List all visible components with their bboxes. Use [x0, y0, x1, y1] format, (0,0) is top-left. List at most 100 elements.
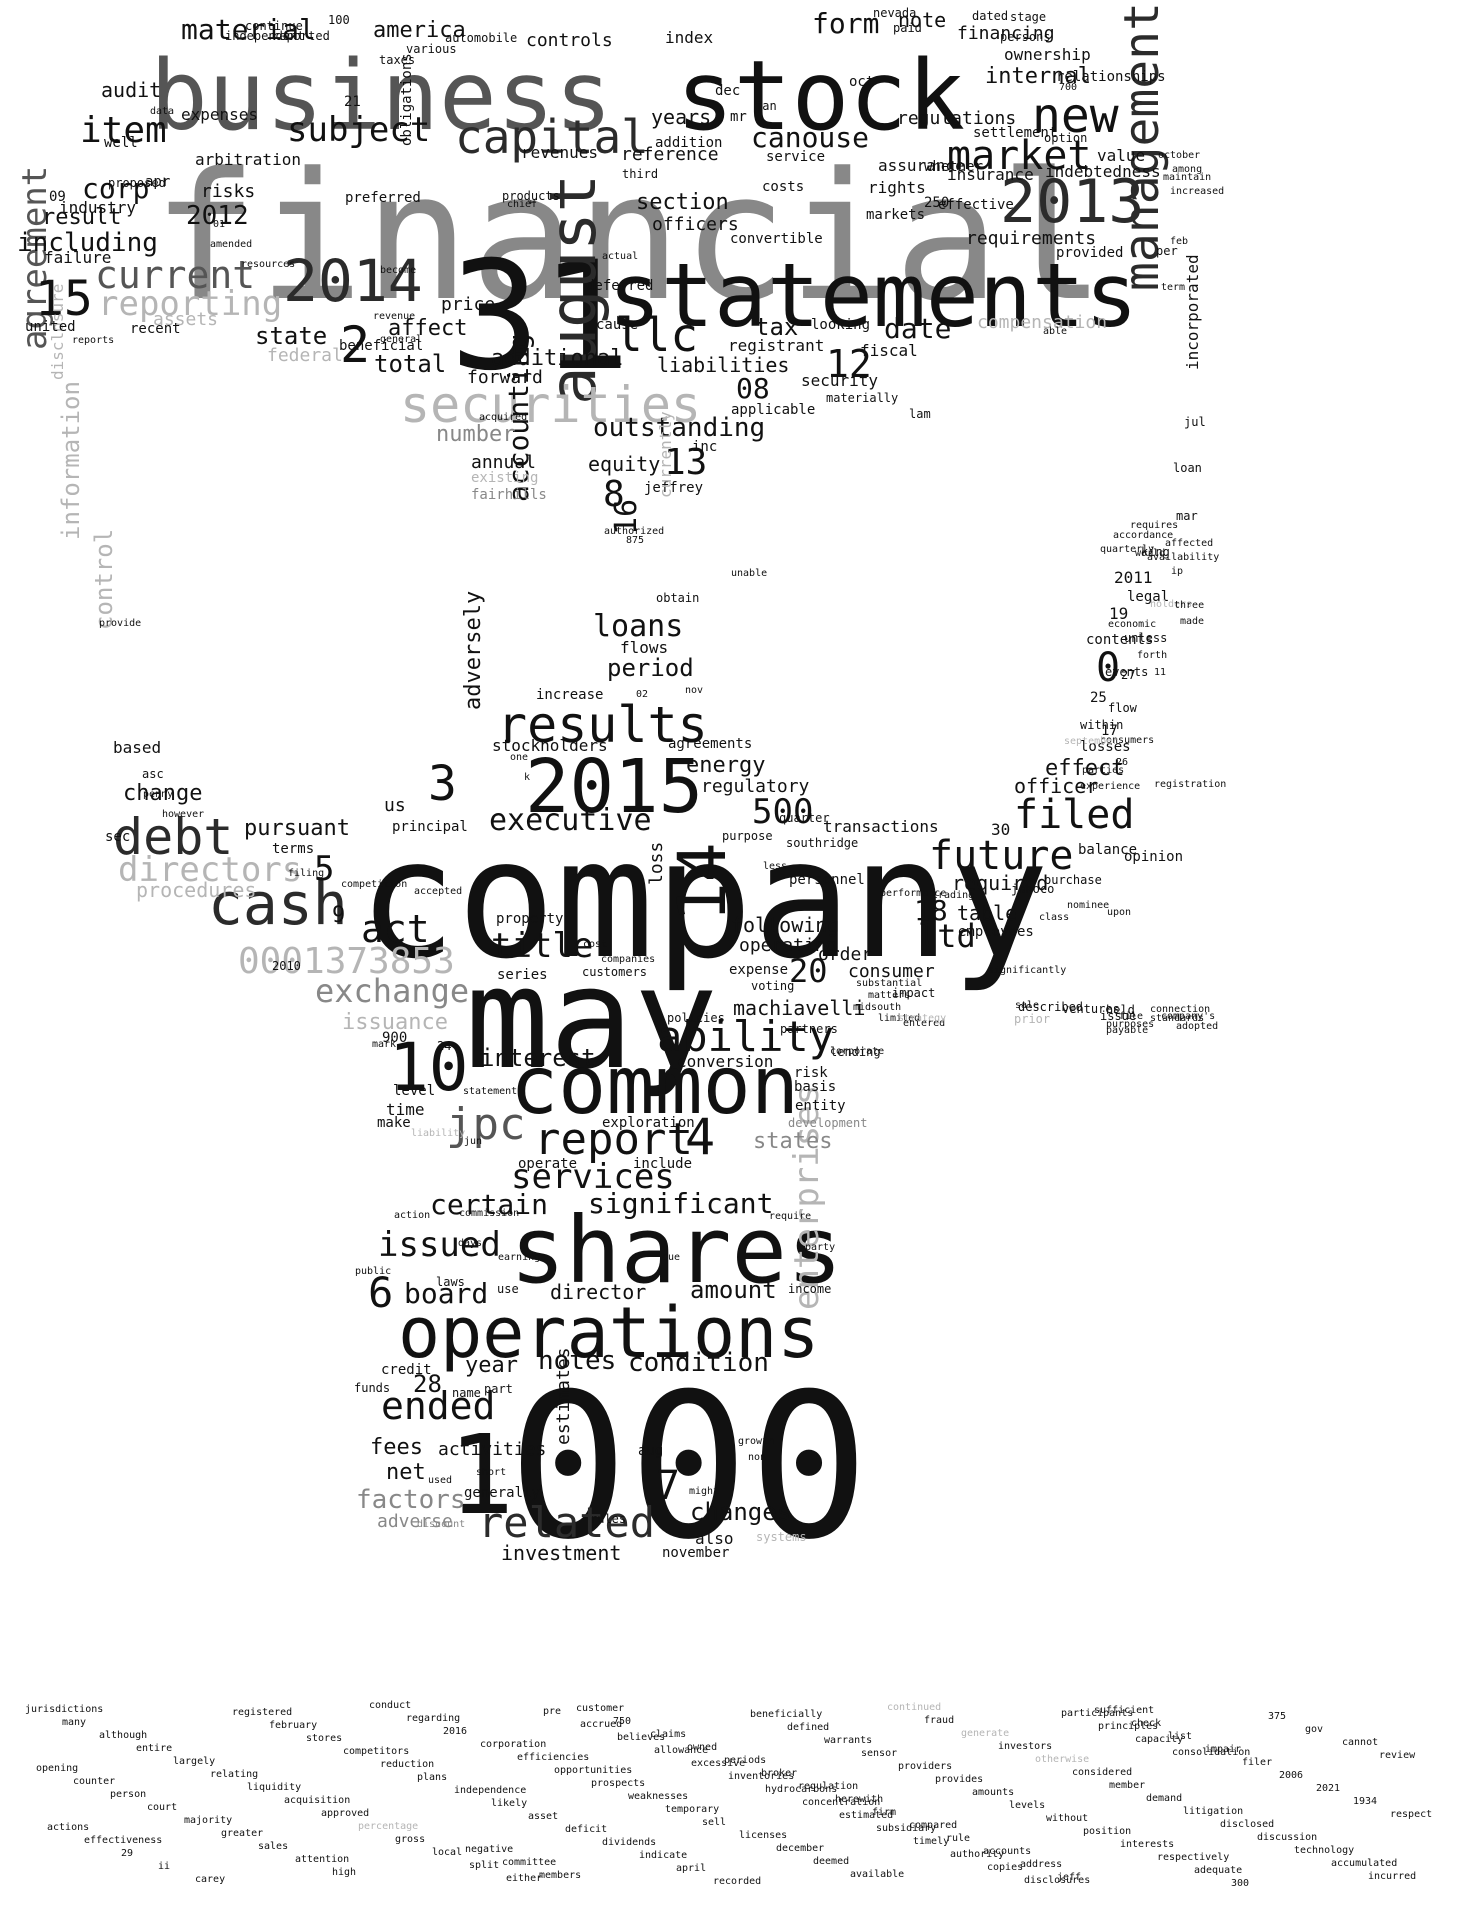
- word-warrants: warrants: [824, 1735, 873, 1746]
- word-policies: policies: [667, 1011, 725, 1025]
- word-impact: impact: [892, 986, 936, 1000]
- word-based: based: [113, 738, 162, 757]
- word-sell: sell: [702, 1817, 727, 1828]
- word-investors: investors: [998, 1741, 1053, 1752]
- word-experience: experience: [1080, 781, 1141, 792]
- word-one: one: [510, 752, 529, 763]
- word-jeff: jeff: [1057, 1872, 1082, 1883]
- word-change: change: [123, 781, 203, 806]
- word-might: might: [689, 1486, 720, 1497]
- word-26: 26: [1116, 757, 1129, 768]
- word-feb: feb: [1170, 236, 1189, 247]
- word-hydrocarbons: hydrocarbons: [765, 1784, 838, 1795]
- word-cannot: cannot: [1342, 1737, 1379, 1748]
- word-requirements: requirements: [966, 228, 1097, 249]
- word-competition: competition: [341, 879, 408, 890]
- word-opening: opening: [36, 1763, 79, 1774]
- word-jahoco: jahoco: [1011, 882, 1055, 896]
- word-levels: levels: [1009, 1800, 1046, 1811]
- word-information: information: [57, 381, 85, 540]
- word-adopted: adopted: [1176, 1021, 1219, 1032]
- word-energy: energy: [686, 753, 766, 778]
- word-committee: committee: [502, 1857, 557, 1868]
- word-subsidiary: subsidiary: [876, 1823, 937, 1834]
- word-accepted: accepted: [414, 886, 463, 897]
- word-licenses: licenses: [739, 1830, 788, 1841]
- word-11: 11: [1154, 667, 1167, 678]
- word-majority: majority: [184, 1815, 233, 1826]
- word-rules: rules: [590, 1512, 627, 1526]
- word-third: third: [622, 167, 659, 181]
- word-oct: oct: [849, 74, 875, 90]
- word-250: 250: [924, 195, 950, 211]
- word-assurance: assurance: [878, 156, 965, 175]
- word-terms: terms: [272, 841, 315, 857]
- word-allowance: allowance: [654, 1745, 709, 1756]
- word-regulatory: regulatory: [701, 776, 810, 797]
- word-year: year: [465, 1353, 518, 1378]
- word-customers: customers: [582, 965, 648, 979]
- word-february: february: [269, 1720, 318, 1731]
- word-shares: shares: [510, 1197, 843, 1304]
- word-price: price: [441, 294, 496, 315]
- word-stock: stock: [676, 40, 965, 152]
- word-rule: rule: [946, 1833, 971, 1844]
- word-compensation: compensation: [977, 312, 1108, 333]
- word-independence: independence: [454, 1785, 527, 1796]
- word-pursuant: pursuant: [244, 816, 350, 841]
- word-copies: copies: [987, 1862, 1024, 1873]
- word-consumer: consumer: [848, 961, 935, 982]
- word-entire: entire: [136, 1743, 173, 1754]
- word-number: number: [436, 422, 516, 447]
- word-become: become: [380, 265, 417, 276]
- word-900: 900: [382, 1030, 408, 1046]
- word-litigation: litigation: [1183, 1806, 1244, 1817]
- word-obligations: obligations: [399, 53, 415, 146]
- word-respectively: respectively: [1157, 1852, 1230, 1863]
- word-required: required: [952, 871, 1049, 895]
- word-registration: registration: [1154, 779, 1227, 790]
- word-issuance: issuance: [342, 1010, 448, 1035]
- word-members: members: [539, 1870, 582, 1881]
- word-persons: persons: [1000, 30, 1051, 44]
- word-holders: holders: [1150, 599, 1193, 610]
- word-accounts: accounts: [983, 1846, 1032, 1857]
- word-connection: connection: [1150, 1004, 1211, 1015]
- word-effectiveness: effectiveness: [84, 1835, 163, 1846]
- word-18: 18: [914, 894, 948, 927]
- word-equity: equity: [588, 452, 661, 476]
- word-agreements: agreements: [668, 736, 753, 752]
- word-requires: requires: [1130, 520, 1179, 531]
- word-earnings: earnings: [498, 1252, 547, 1263]
- word-filed: filed: [1014, 792, 1135, 838]
- word-2013: 2013: [1000, 167, 1145, 237]
- word-issue: issue: [1100, 1009, 1137, 1023]
- word-loss: loss: [646, 841, 667, 885]
- word-independent: independent: [225, 29, 305, 43]
- word-section: section: [636, 190, 729, 215]
- word-address: address: [1020, 1859, 1063, 1870]
- word-less: less: [763, 861, 788, 872]
- word-including: including: [17, 228, 158, 258]
- word-check: check: [1131, 1718, 1162, 1729]
- word-us: us: [384, 795, 406, 816]
- word-property: property: [496, 911, 564, 927]
- word-quarterly: quarterly: [1100, 544, 1155, 555]
- word-condition: condition: [628, 1348, 769, 1378]
- word-value: value: [1097, 146, 1146, 165]
- word-fees: fees: [370, 1435, 423, 1460]
- word-review: review: [1379, 1750, 1416, 1761]
- word-amounts: amounts: [972, 1787, 1015, 1798]
- word-gross: gross: [395, 1834, 426, 1845]
- word-insurance: insurance: [947, 165, 1034, 184]
- word-15: 15: [35, 271, 93, 327]
- word-without: without: [1046, 1813, 1089, 1824]
- word-directors: directors: [118, 850, 303, 890]
- word-provided: provided: [1056, 245, 1124, 261]
- word-reference: reference: [621, 144, 719, 165]
- word-member: member: [1109, 1780, 1146, 1791]
- word-losses: losses: [1080, 739, 1131, 755]
- word-factors: factors: [356, 1485, 466, 1515]
- word-results: results: [497, 696, 708, 754]
